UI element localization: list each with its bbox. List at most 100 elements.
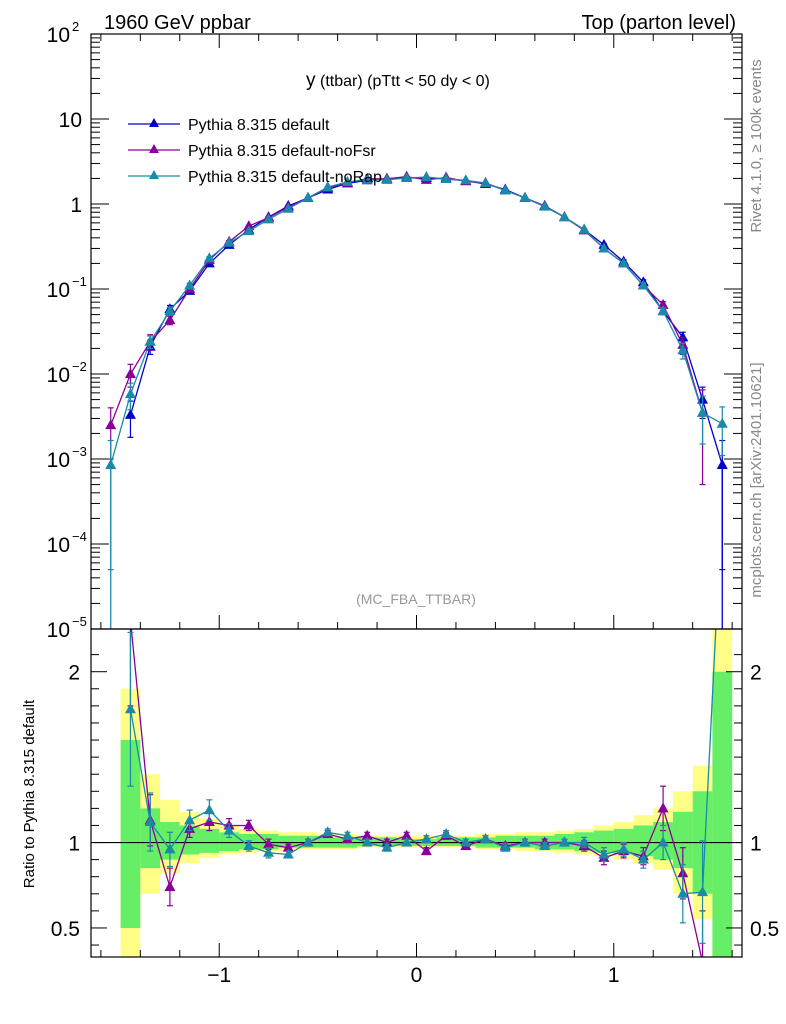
ratio-xtick-label: 1 [608,964,620,987]
main-series-1-marker [105,419,117,430]
ratio-series-1-marker [697,886,709,897]
ratio-series-0-line [130,629,703,957]
main-series-2-marker [598,242,610,253]
ratio-xtick-label: −1 [207,964,231,987]
ratio-series-1-marker [539,839,551,850]
main-series-2-marker [184,279,196,290]
main-series-1-marker [657,298,669,309]
ratio-series-1-marker [302,836,314,847]
ratio-series-1-marker [519,836,531,847]
ratio-series-1-marker [578,836,590,847]
ratio-series-1-marker [381,841,393,852]
ratio-series-0-marker [361,829,373,840]
main-series-2-marker [677,344,689,355]
ratio-series-1-marker [618,843,630,854]
ratio-series-0-marker [164,880,176,891]
main-ytick-exponent: 2 [72,19,79,34]
main-ytick-label: 1 [70,194,82,217]
legend-marker-default [149,118,159,127]
main-series-2-marker [263,213,275,224]
main-ytick-label: 10 [47,364,70,387]
ratio-band-inner [672,811,693,869]
legend-label-nofsr: Pythia 8.315 default-noFsr [188,143,376,160]
ratio-band-inner [613,828,634,855]
ratio-ytick-label: 0.5 [51,918,80,941]
plot-title: y [306,70,316,91]
ratio-series-1-marker [341,829,353,840]
main-series-1-marker [124,368,136,378]
legend-marker-norap [149,170,159,179]
plot-subtitle: (ttbar) (pTtt < 50 dy < 0) [320,73,490,90]
main-series-2-marker [223,236,235,247]
main-ytick-label: 10 [47,534,70,557]
ratio-series-1-marker [440,828,452,838]
main-ytick-label: 10 [59,109,82,132]
ratio-series-1-marker [184,814,196,825]
ratio-bands [120,629,733,957]
main-series-2-marker [401,172,413,183]
main-ytick-exponent: −1 [72,274,87,289]
ratio-frame [90,628,743,958]
ratio-series-1-marker [637,853,649,864]
header-right: Top (parton level) [581,12,736,34]
ratio-series-layer [124,629,717,957]
ratio-ytick-label: 2 [68,662,80,685]
main-series-2-marker [361,173,373,184]
ratio-series-0-marker [282,841,294,852]
ratio-series-1-marker [124,703,136,714]
main-ytick-exponent: −2 [72,359,87,374]
main-series-2-marker [716,417,728,428]
main-series-2-marker [657,305,669,316]
ratio-band-inner [120,740,141,928]
main-ytick-exponent: −3 [72,444,87,459]
ratio-series-1-marker [558,836,570,847]
main-series-2-marker [105,458,117,469]
main-series-2-marker [578,223,590,234]
ratio-ytick-label: 1 [68,833,80,856]
legend-marker-nofsr [149,144,159,153]
main-series-1-marker [164,314,176,325]
ratio-ytick-label-right: 2 [750,662,762,685]
ratio-series-0-marker [657,802,669,813]
ratio-series-1-marker [598,848,610,859]
ratio-series-1-marker [164,843,176,854]
main-series-2-marker [480,177,492,188]
main-ytick-label: 10 [47,279,70,302]
side-text-rivet: Rivet 4.1.0, ≥ 100k events [748,59,765,232]
main-series-2-marker [539,200,551,211]
ratio-series-0-marker [263,838,275,849]
main-series-1-line [110,175,704,426]
main-series-2-marker [637,279,649,290]
ratio-series-1-marker [223,824,235,835]
main-series-2-marker [322,181,334,192]
ratio-series-0-marker [243,819,255,830]
main-series-2-marker [302,191,314,202]
ratio-band-inner [633,825,654,857]
ratio-band-inner [219,832,239,852]
ratio-band-inner [199,828,220,853]
ratio-band-inner [436,837,456,846]
ratio-series-1-marker [480,833,492,844]
ratio-series-1-marker [401,836,413,847]
main-series-2-marker [519,191,531,202]
ratio-series-1-marker [144,816,156,827]
main-series-2-marker [420,170,432,181]
ratio-series-1-marker [677,887,689,898]
ratio-xtick-label: 0 [411,964,423,987]
main-ytick-label: 10 [47,449,70,472]
main-series-2-line [110,176,723,466]
main-series-layer [105,170,728,629]
main-series-2-marker [618,257,630,268]
main-series-2-marker [144,335,156,346]
main-series-2-marker [243,225,255,236]
analysis-label: (MC_FBA_TTBAR) [356,591,476,607]
main-series-2-marker [499,184,511,195]
ratio-series-0-marker [702,956,704,957]
ratio-series-1-marker [282,848,294,859]
ratio-series-1-marker [263,846,275,857]
main-series-2-marker [558,211,570,222]
ratio-series-0-marker [203,816,215,827]
header-left: 1960 GeV ppbar [104,12,251,34]
